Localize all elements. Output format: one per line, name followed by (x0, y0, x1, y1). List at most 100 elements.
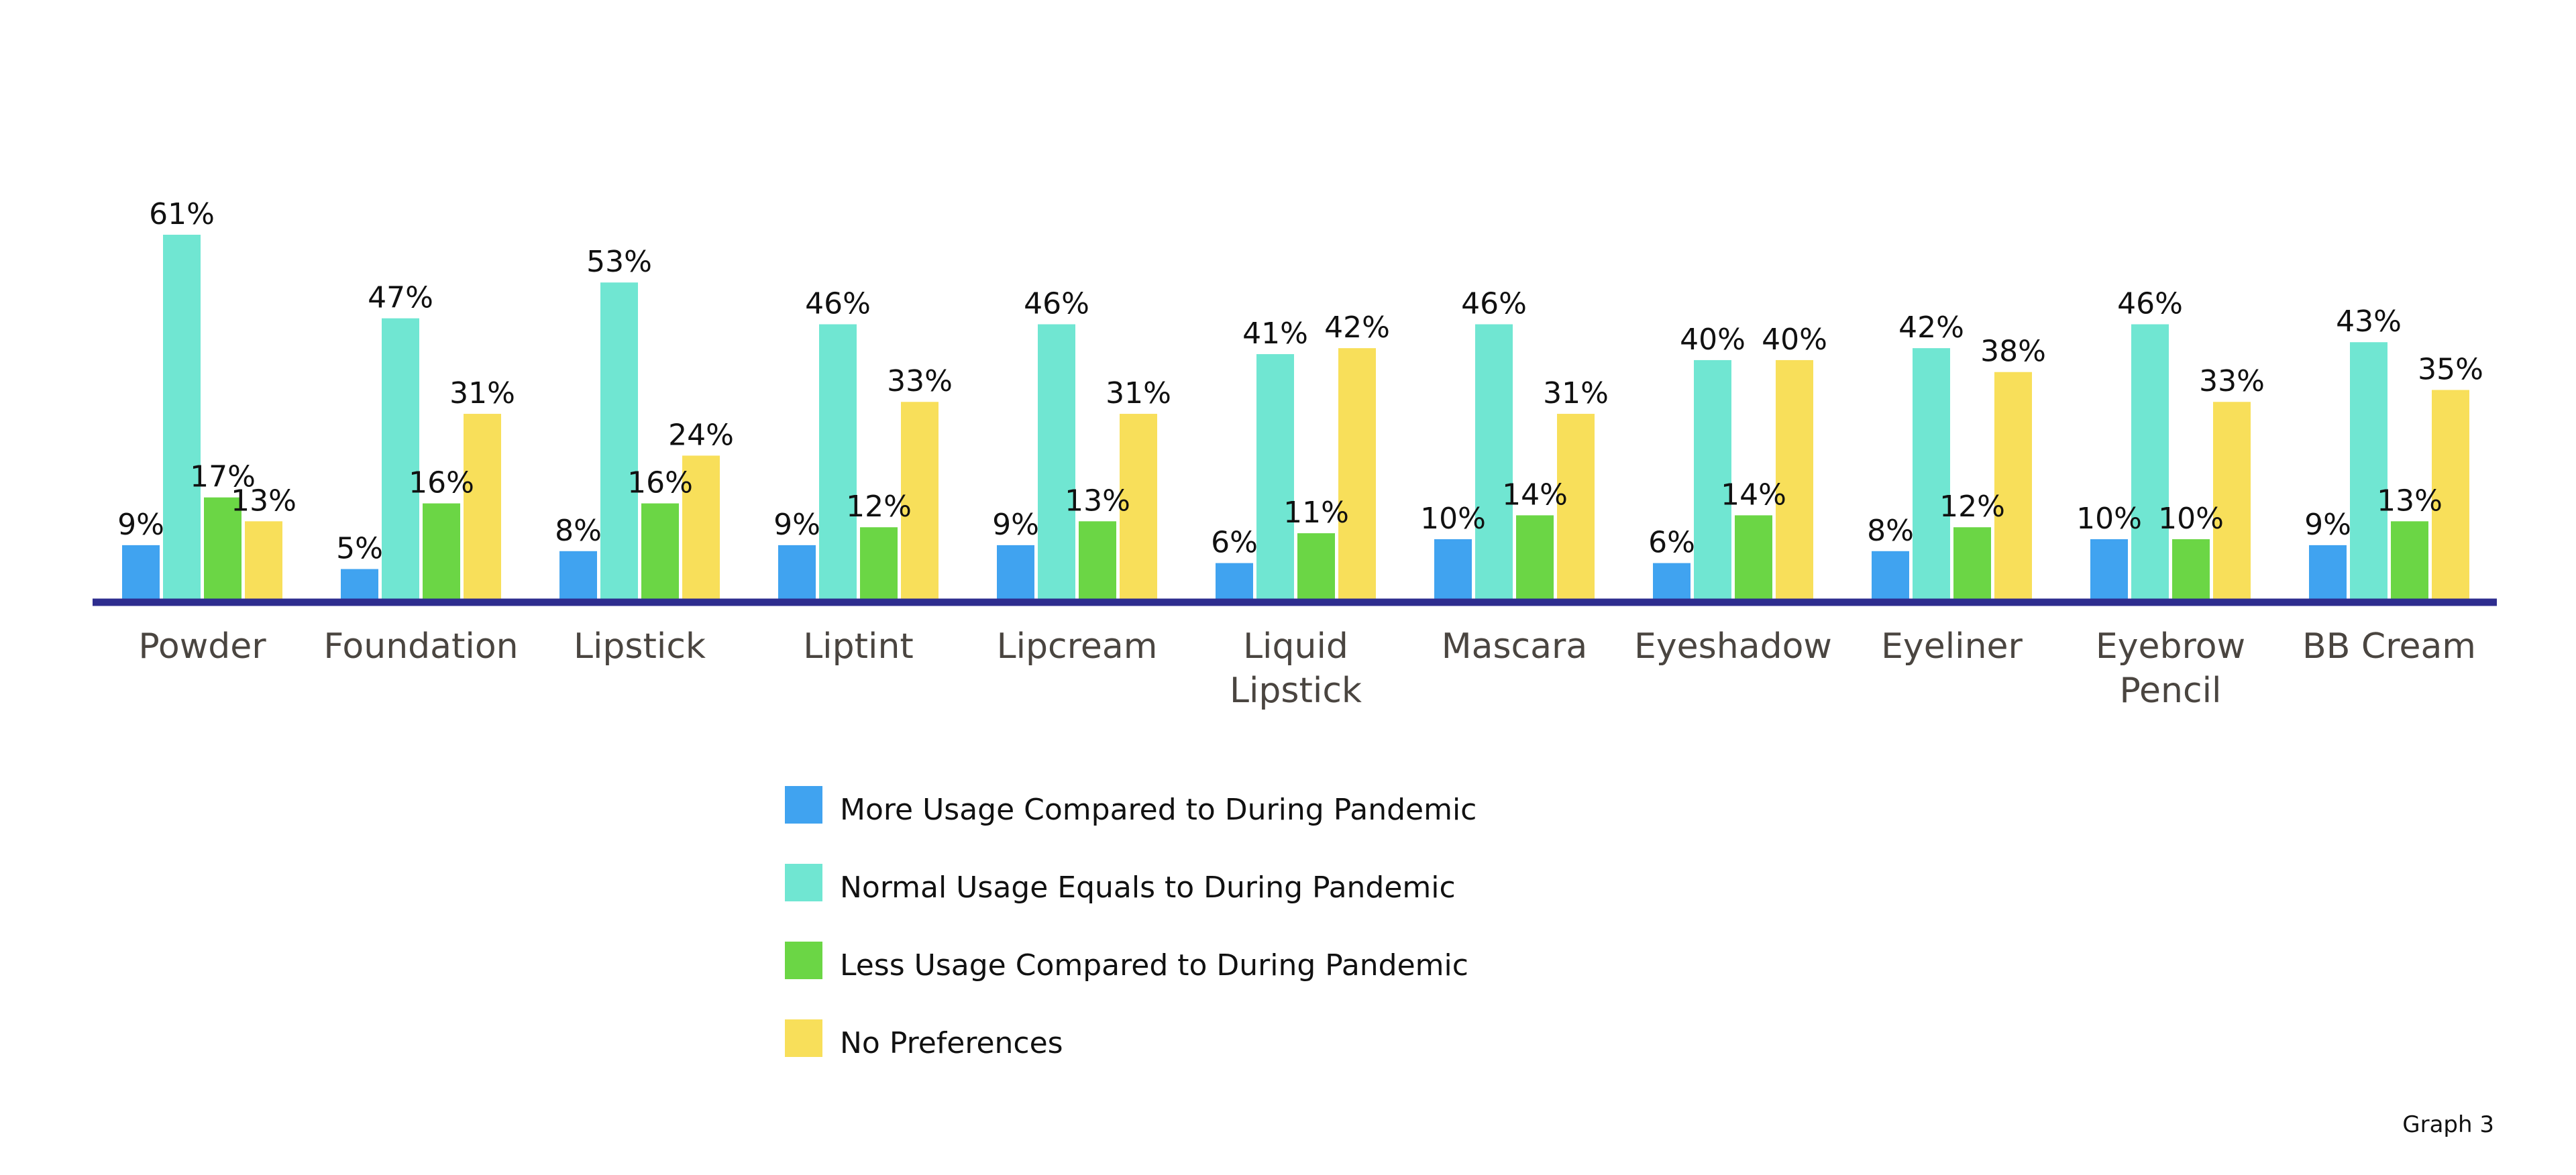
legend-entry-label: More Usage Compared to During Pandemic (840, 793, 1477, 827)
data-label: 42% (1898, 311, 1964, 345)
bar (163, 235, 201, 599)
bar (2432, 390, 2469, 599)
data-label: 33% (887, 364, 953, 398)
data-label: 31% (449, 376, 515, 410)
bar (1516, 515, 1554, 599)
data-label: 17% (190, 460, 256, 494)
data-label: 12% (846, 490, 912, 524)
data-label: 14% (1721, 478, 1786, 512)
category-tick-label: Powder (138, 626, 266, 667)
bars-layer (122, 235, 2469, 599)
data-label: 35% (2418, 352, 2483, 386)
bar (2309, 545, 2347, 599)
bar (1653, 563, 1690, 599)
data-label: 53% (586, 245, 652, 279)
bar (819, 324, 857, 599)
data-label: 61% (149, 197, 215, 231)
bar (682, 455, 720, 599)
data-label: 13% (2377, 484, 2443, 518)
bar (423, 503, 460, 599)
bar (1256, 354, 1294, 599)
data-label: 10% (1420, 502, 1486, 536)
value-labels-layer: 9%61%17%13%5%47%16%31%8%53%16%24%9%46%12… (117, 197, 2483, 565)
data-label: 8% (555, 514, 602, 548)
bar (2213, 402, 2251, 599)
data-label: 24% (668, 418, 734, 452)
category-tick-label: BB Cream (2302, 626, 2476, 667)
category-tick-label: Eyeliner (1881, 626, 2023, 667)
bar (1776, 359, 1813, 599)
graph-number-label: Graph 3 (2402, 1111, 2494, 1138)
category-tick-label: Eyeshadow (1634, 626, 1832, 667)
bar (1735, 515, 1772, 599)
category-tick-label: Lipcream (997, 626, 1158, 667)
bar (382, 318, 419, 599)
bar (1475, 324, 1513, 599)
data-label: 5% (336, 531, 383, 565)
bar (1297, 533, 1335, 599)
data-label: 31% (1543, 376, 1609, 410)
data-label: 42% (1324, 311, 1390, 345)
data-label: 9% (2304, 508, 2351, 542)
data-label: 14% (1502, 478, 1568, 512)
data-label: 13% (1065, 484, 1130, 518)
bar (1079, 521, 1116, 599)
legend-swatch (785, 942, 822, 979)
data-label: 46% (1024, 287, 1089, 321)
data-label: 46% (805, 287, 871, 321)
bar (2391, 521, 2428, 599)
data-label: 6% (1648, 526, 1695, 560)
data-label: 38% (1980, 335, 2046, 369)
bar (600, 282, 638, 599)
data-label: 10% (2076, 502, 2142, 536)
bar (341, 569, 378, 599)
legend-swatch (785, 786, 822, 824)
bar (204, 497, 241, 599)
bar (1216, 563, 1253, 599)
legend: More Usage Compared to During Pandemic No… (785, 786, 1477, 1060)
bar (1434, 539, 1472, 599)
bar (997, 545, 1034, 599)
data-label: 43% (2336, 304, 2402, 339)
bar (2131, 324, 2169, 599)
data-label: 31% (1106, 376, 1171, 410)
data-label: 12% (1939, 490, 2005, 524)
bar (641, 503, 679, 599)
category-labels-layer: Powder Foundation Lipstick Liptint Lipcream L… (138, 626, 2476, 711)
legend-swatch (785, 1019, 822, 1057)
bar (901, 402, 938, 599)
bar (1913, 348, 1950, 599)
category-tick-label: Liquid Lipstick (1230, 626, 1362, 711)
legend-entry-label: No Preferences (840, 1026, 1063, 1060)
bar (778, 545, 816, 599)
category-tick-label: Lipstick (574, 626, 706, 667)
data-label: 8% (1867, 514, 1914, 548)
category-tick-label: Eyebrow Pencil (2096, 626, 2245, 711)
bar (1953, 527, 1991, 599)
bar (1038, 324, 1075, 599)
bar (464, 414, 501, 599)
bar (860, 527, 898, 599)
data-label: 16% (409, 466, 474, 500)
data-label: 40% (1680, 323, 1746, 357)
data-label: 9% (773, 508, 820, 542)
bar (2350, 342, 2387, 599)
legend-swatch (785, 864, 822, 901)
bar (2090, 539, 2128, 599)
bar (245, 521, 282, 599)
bar (1338, 348, 1376, 599)
data-label: 41% (1242, 317, 1308, 351)
category-tick-label: Liptint (803, 626, 914, 667)
data-label: 16% (627, 466, 693, 500)
bar (1994, 372, 2032, 599)
bar (122, 545, 160, 599)
bar (1872, 551, 1909, 599)
data-label: 40% (1762, 323, 1827, 357)
bar (1557, 414, 1595, 599)
data-label: 13% (231, 484, 297, 518)
data-label: 9% (117, 508, 164, 542)
data-label: 46% (2117, 287, 2183, 321)
category-tick-label: Mascara (1442, 626, 1588, 667)
legend-entry-label: Normal Usage Equals to During Pandemic (840, 871, 1456, 905)
